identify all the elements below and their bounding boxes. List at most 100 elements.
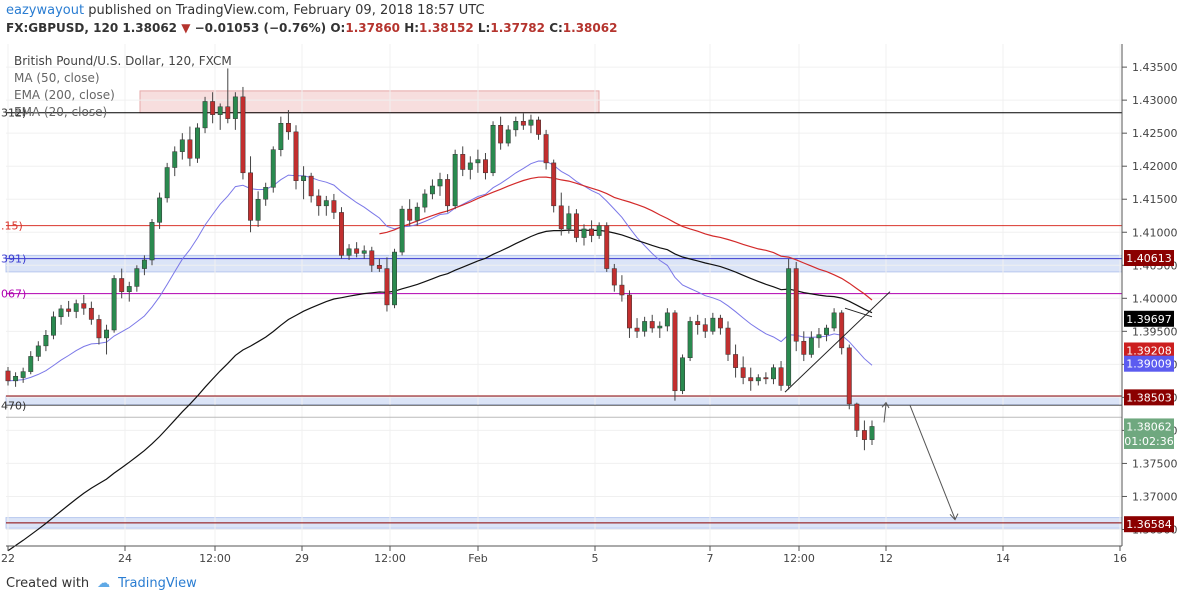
candle [808,331,814,358]
supply-zone [139,90,600,114]
candle-body [339,212,344,256]
price-label: 1.39009 [1124,355,1174,372]
candle-body [460,154,466,170]
author-link[interactable]: eazywayout [6,3,85,18]
x-tick-label: 12:00 [783,552,815,565]
candle-body [134,268,140,287]
candle [58,304,64,325]
candle-body [96,319,102,339]
y-tick-label: 1.41000 [1132,226,1178,239]
candle-body [392,251,397,306]
candle-body [157,197,163,223]
pullback-arrowhead [881,401,890,409]
price-label-bg [1124,342,1174,359]
candle-body [778,367,784,386]
candle-body [437,179,443,187]
candle-body [354,248,360,254]
candle [141,255,147,276]
candle [361,245,367,259]
candle-body [664,312,670,327]
tradingview-cloud-icon: ☁ [97,576,111,591]
candle [111,275,117,333]
candle-body [376,265,382,269]
candle-body [634,327,640,332]
candle-body [308,175,314,197]
x-tick-label: 24 [118,552,132,565]
candle-body [126,286,132,292]
rising-trendline [784,291,891,393]
candle-body [225,106,231,119]
candle-body [824,327,829,335]
price-label: 1.39208 [1124,342,1174,359]
candle-body [20,371,26,378]
candle [5,366,11,386]
candle [839,310,845,355]
candle [240,86,246,180]
candle-body [240,96,246,174]
candle [73,299,79,319]
candle [793,261,799,352]
symbol-label: FX:GBPUSD, 120 [6,21,119,35]
price-label-text: 1.38503 [1126,391,1172,404]
y-tick-label: 1.43500 [1132,61,1178,74]
candle [520,113,526,130]
candle [225,68,231,124]
candle-body [793,268,799,342]
candle [846,344,852,410]
last-price: 1.38062 [122,21,178,35]
candle [816,328,822,348]
candle [619,275,625,302]
candle-body [301,175,307,181]
resistance-zone [5,254,1123,273]
candle [695,314,701,335]
price-label: 1.38062 [1124,418,1174,435]
candle-body [5,370,11,382]
candle [429,179,435,200]
candle-body [73,303,79,312]
candle-body [680,357,685,392]
candle [392,248,397,309]
candle-body [285,123,291,133]
candle [642,316,648,337]
candle [255,191,261,227]
candle-body [596,225,602,236]
candle [354,242,360,258]
candle-body [445,179,451,207]
candle-body [195,127,200,159]
chart-title: British Pound/U.S. Dollar, 120, FXCM [14,54,232,68]
candle [452,149,458,210]
price-label-bg [1124,418,1174,435]
x-tick-label: 14 [996,552,1010,565]
candle [536,116,541,140]
x-tick-label: 29 [295,552,309,565]
candle [43,330,49,352]
candle [104,324,109,355]
legend-entry: EMA (20, close) [14,105,107,119]
candle [672,310,678,401]
pullback-arrow [883,403,887,423]
candle [20,367,26,383]
target-arrow [909,405,956,520]
candle [771,364,776,385]
target-arrowhead [949,513,959,521]
tradingview-link[interactable]: TradingView [118,576,197,591]
y-tick-label: 1.43000 [1132,94,1178,107]
candle-body [748,377,754,382]
level-label: 312) [1,107,26,120]
candle [664,308,670,332]
candle-body [164,167,170,199]
y-tick-label: 1.39500 [1132,325,1178,338]
candle [490,121,496,177]
candle-body [331,200,337,213]
candle [414,202,420,226]
candle-body [869,426,875,440]
candle-body [35,345,41,357]
candle [437,172,443,196]
legend-entry: EMA (200, close) [14,88,115,102]
candle [210,92,216,124]
candle [657,321,663,338]
candle-body [51,316,56,336]
candle [445,174,451,213]
y-tick-label: 1.37000 [1132,490,1178,503]
